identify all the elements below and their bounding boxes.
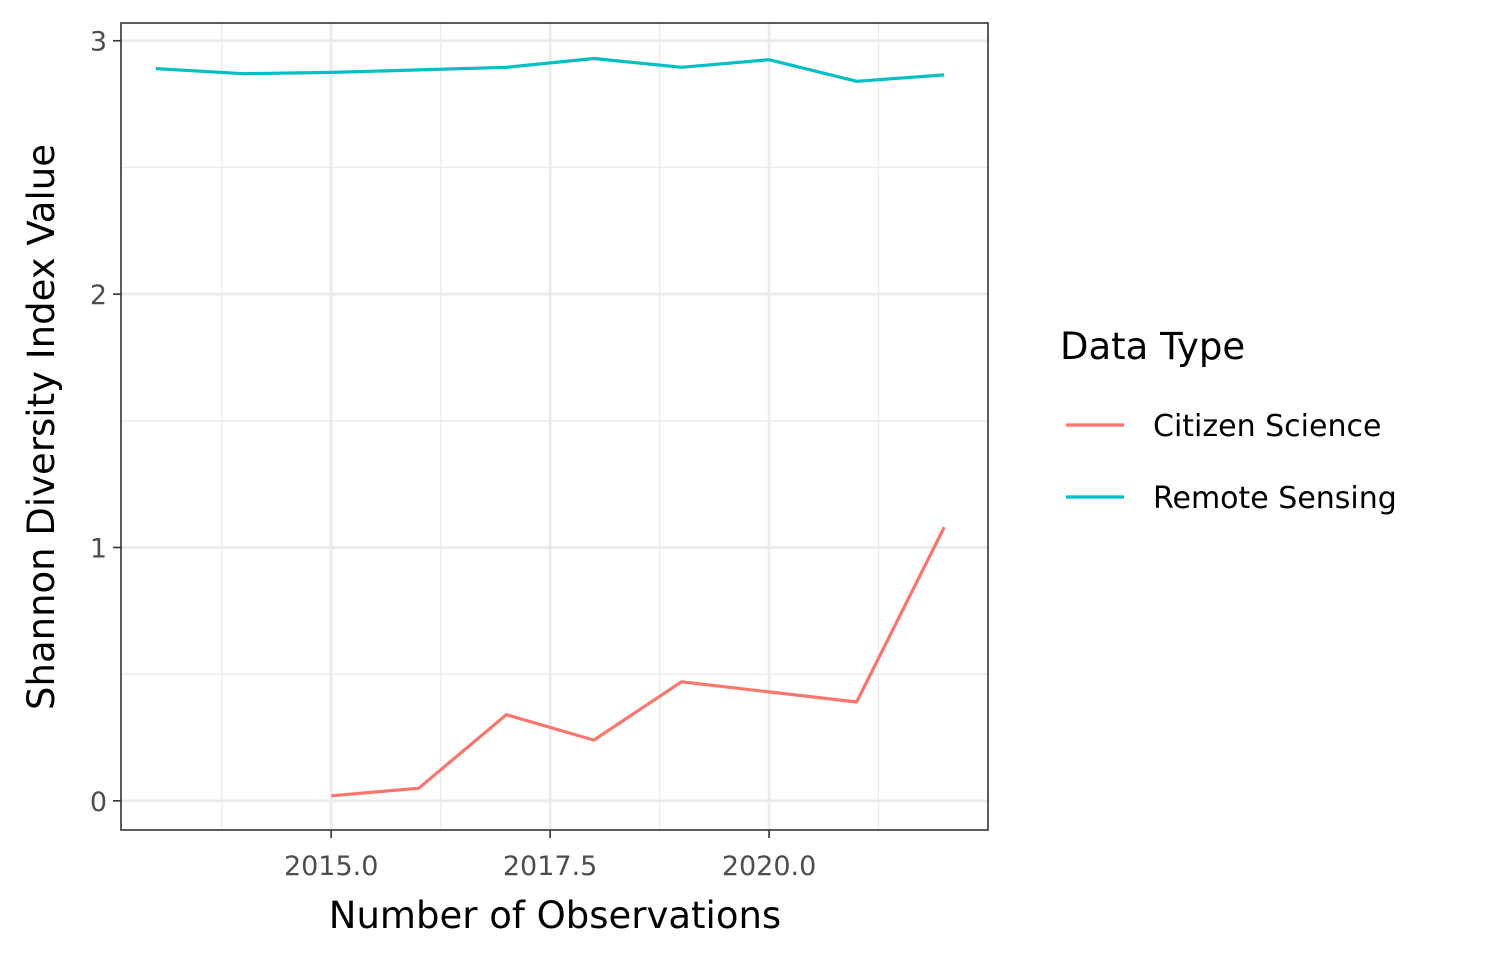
y-tick-label: 2 <box>90 280 107 311</box>
axis-tick-labels: 2015.0 2017.5 2020.0 0 1 2 3 <box>90 27 816 882</box>
legend-label-citizen-science: Citizen Science <box>1153 409 1381 444</box>
x-tick-label: 2020.0 <box>722 851 816 882</box>
series-line-remote-sensing <box>155 56 945 83</box>
series-line-citizen-science <box>331 526 946 798</box>
series-layer <box>155 56 946 798</box>
x-tick-label: 2015.0 <box>284 851 378 882</box>
major-gridlines <box>121 23 988 830</box>
legend-items: Citizen Science Remote Sensing <box>1066 409 1397 516</box>
y-tick-label: 1 <box>90 533 107 564</box>
x-axis-title: Number of Observations <box>329 894 781 937</box>
y-tick-label: 0 <box>90 787 107 818</box>
panel-border <box>120 22 989 831</box>
y-axis-title: Shannon Diversity Index Value <box>20 144 63 710</box>
axis-ticks <box>113 39 770 838</box>
minor-gridlines <box>121 23 988 830</box>
x-tick-label: 2017.5 <box>503 851 597 882</box>
legend-title: Data Type <box>1060 325 1245 368</box>
legend-label-remote-sensing: Remote Sensing <box>1153 481 1397 516</box>
legend: Data Type Citizen Science Remote Sensing <box>1060 325 1397 516</box>
y-tick-label: 3 <box>90 27 107 58</box>
